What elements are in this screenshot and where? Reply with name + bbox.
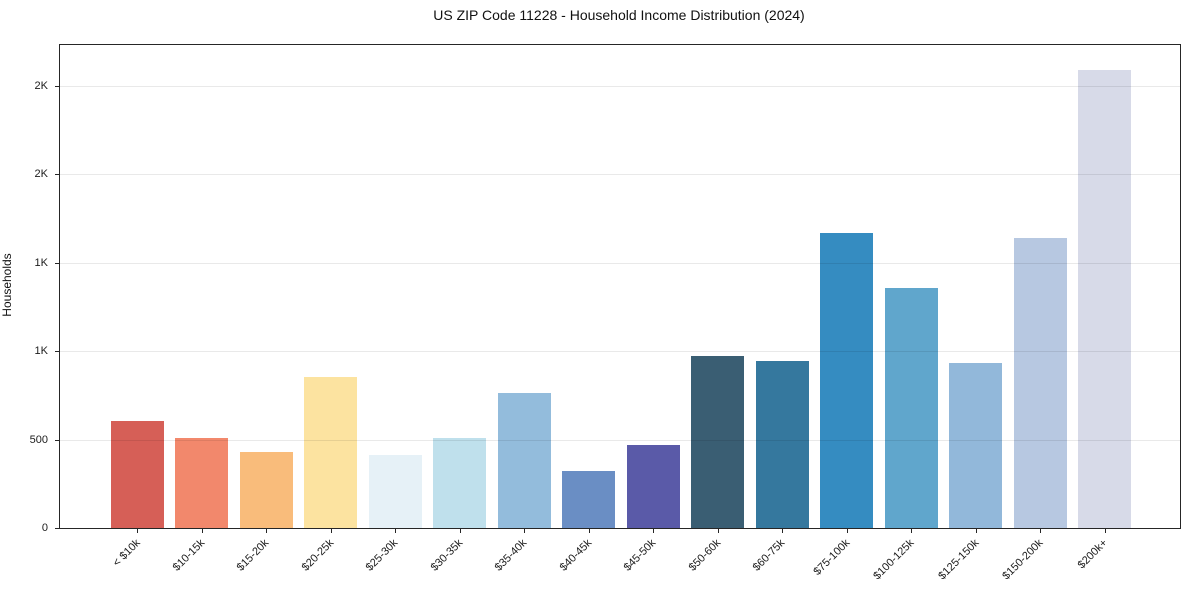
x-tick-label: $150-200k <box>1000 537 1046 583</box>
x-tick-label: $125-150k <box>935 537 981 583</box>
y-tick-mark <box>55 174 60 176</box>
y-tick-mark <box>55 351 60 353</box>
bar-$10-15k <box>175 437 228 528</box>
x-tick-label: $20-25k <box>299 537 336 574</box>
bar-$60-75k <box>755 360 809 528</box>
x-tick-label: $45-50k <box>621 537 659 574</box>
y-tick-mark <box>55 85 60 87</box>
bar-$125-150k <box>949 363 1002 528</box>
x-tick-label: $15-20k <box>234 537 272 574</box>
x-tick-label: $30-35k <box>428 537 465 574</box>
bar-$25-30k <box>368 455 422 528</box>
x-tick-label: $25-30k <box>363 537 401 574</box>
x-tick-mark <box>653 528 654 533</box>
chart-title: US ZIP Code 11228 - Household Income Dis… <box>433 7 805 23</box>
y-axis-label: Households <box>0 253 14 317</box>
x-tick-mark <box>1040 528 1041 533</box>
x-tick-label: $35-40k <box>492 537 530 574</box>
x-tick-mark <box>330 528 332 533</box>
y-tick-mark <box>55 262 60 264</box>
x-tick-label: $60-75k <box>750 537 788 574</box>
x-tick-label: < $10k <box>110 537 143 570</box>
x-tick-mark <box>717 528 719 533</box>
bar-$40-45k <box>562 470 615 528</box>
y-tick-label: 500 <box>29 433 48 446</box>
x-tick-mark <box>395 528 396 533</box>
y-tick-mark <box>55 528 60 529</box>
x-tick-label: $10-15k <box>170 537 207 574</box>
x-tick-label: $50-60k <box>686 537 723 574</box>
x-tick-mark <box>846 528 848 533</box>
y-tick-label: 1K <box>34 256 48 269</box>
bar-< $10k <box>110 420 164 528</box>
x-tick-mark <box>975 528 977 533</box>
bar-$50-60k <box>691 356 744 528</box>
y-tick-mark <box>55 439 60 441</box>
x-tick-mark <box>524 528 525 533</box>
x-tick-mark <box>1104 528 1106 533</box>
x-tick-mark <box>782 528 783 533</box>
gridline-1000 <box>60 351 1180 353</box>
bar-$15-20k <box>239 451 293 528</box>
bar-$150-200k <box>1013 237 1067 528</box>
bar-$20-25k <box>304 376 357 528</box>
x-tick-label: $100-125k <box>871 537 917 583</box>
y-tick-label: 1K <box>34 345 48 358</box>
bar-$30-35k <box>433 437 486 528</box>
gridline-2500 <box>60 85 1180 87</box>
y-tick-label: 2K <box>34 79 48 92</box>
y-tick-label: 0 <box>41 522 48 534</box>
bar-$200k+ <box>1078 69 1131 528</box>
bar-$100-125k <box>884 288 938 528</box>
x-tick-mark <box>137 528 138 533</box>
bar-$45-50k <box>626 444 680 528</box>
x-tick-label: $75-100k <box>811 537 852 578</box>
gridline-2000 <box>60 174 1180 176</box>
bar-$75-100k <box>820 232 873 528</box>
x-tick-label: $40-45k <box>557 537 594 574</box>
gridline-500 <box>60 439 1180 441</box>
x-tick-mark <box>459 528 461 533</box>
gridline-1500 <box>60 262 1180 264</box>
plot-area: 0 500 1K 1K 2K 2K < $10k $10-15k $15-20k $20-25k $… <box>30 44 1181 582</box>
bar-$35-40k <box>497 392 551 528</box>
x-tick-mark <box>266 528 267 533</box>
x-tick-mark <box>588 528 590 533</box>
x-tick-label: $200k+ <box>1075 537 1110 572</box>
y-tick-label: 2K <box>34 168 48 181</box>
x-tick-mark <box>201 528 203 533</box>
x-tick-mark <box>911 528 912 533</box>
